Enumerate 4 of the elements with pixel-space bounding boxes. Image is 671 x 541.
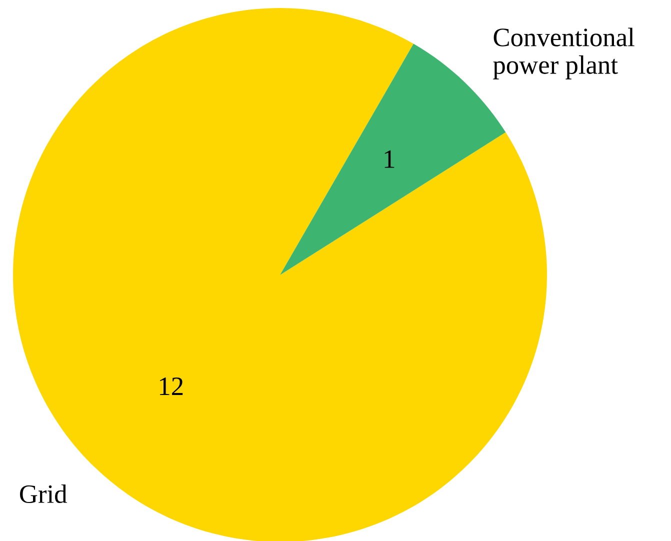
slice-label: Grid	[20, 484, 67, 504]
data-label: 12	[160, 377, 183, 395]
data-label: 1	[384, 150, 394, 168]
slice-label: Conventional power plant	[493, 28, 634, 80]
